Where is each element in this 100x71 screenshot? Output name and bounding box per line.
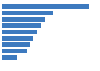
Bar (2, 42, 30, 47)
Bar (2, 23, 41, 28)
Bar (2, 55, 17, 60)
Bar (2, 36, 33, 41)
Bar (2, 49, 27, 53)
Bar (2, 17, 45, 22)
Bar (2, 11, 53, 15)
Bar (2, 4, 89, 9)
Bar (2, 30, 37, 34)
